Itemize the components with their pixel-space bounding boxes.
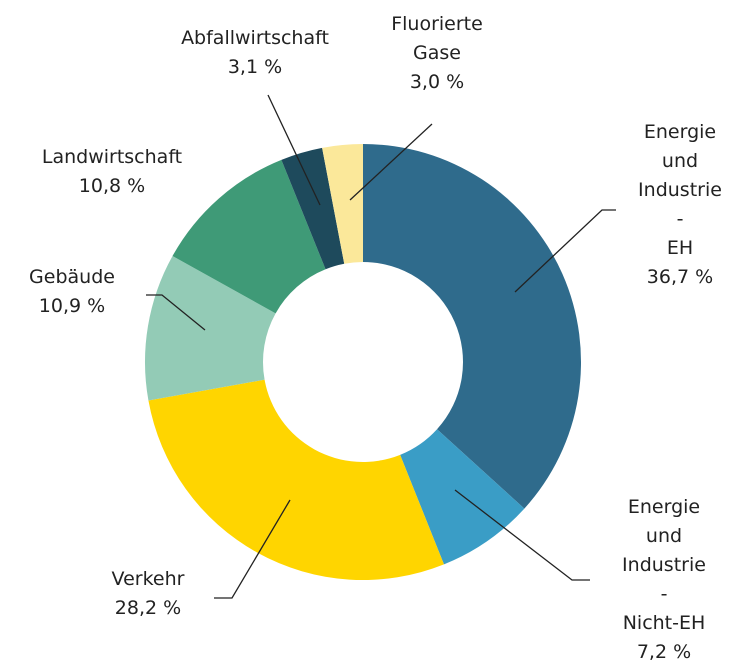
category-label: Verkehr [111, 568, 185, 590]
category-label: Energie und Industrie - Nicht-EH [622, 496, 706, 634]
leader-line [454, 489, 590, 581]
value-label: 36,7 % [646, 266, 714, 288]
leader-line [349, 123, 433, 201]
slice-label: Gebäude 10,9 % [29, 263, 115, 321]
slice-label: Fluorierte Gase 3,0 % [391, 10, 483, 97]
value-label: 3,0 % [409, 71, 465, 93]
leader-line [267, 94, 321, 206]
leader-line [514, 209, 616, 293]
category-label: Energie und Industrie - EH [638, 121, 722, 259]
slice-label: Energie und Industrie - Nicht-EH 7,2 % [619, 493, 709, 667]
slice-label: Landwirtschaft 10,8 % [42, 143, 182, 201]
leader-line [146, 294, 206, 331]
slice-label: Verkehr 28,2 % [112, 565, 185, 623]
category-label: Landwirtschaft [41, 146, 183, 168]
slice-label: Abfallwirtschaft 3,1 % [181, 24, 329, 82]
value-label: 7,2 % [636, 641, 692, 663]
value-label: 3,1 % [227, 56, 283, 78]
value-label: 28,2 % [114, 597, 182, 619]
slice [172, 159, 326, 314]
value-label: 10,8 % [78, 175, 146, 197]
slice [363, 144, 581, 509]
category-label: Fluorierte Gase [391, 13, 483, 64]
slice [148, 379, 444, 580]
slice [322, 144, 363, 264]
value-label: 10,9 % [38, 295, 106, 317]
category-label: Gebäude [29, 266, 115, 288]
slice-label: Energie und Industrie - EH 36,7 % [638, 118, 722, 292]
slice [281, 147, 345, 270]
slice [144, 255, 276, 401]
category-label: Abfallwirtschaft [181, 27, 329, 49]
leader-line [214, 499, 291, 599]
slice [400, 429, 525, 565]
